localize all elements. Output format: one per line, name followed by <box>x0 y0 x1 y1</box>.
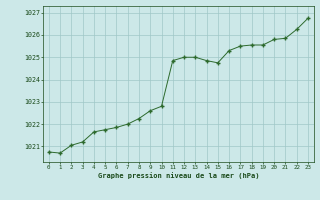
X-axis label: Graphe pression niveau de la mer (hPa): Graphe pression niveau de la mer (hPa) <box>98 172 259 179</box>
